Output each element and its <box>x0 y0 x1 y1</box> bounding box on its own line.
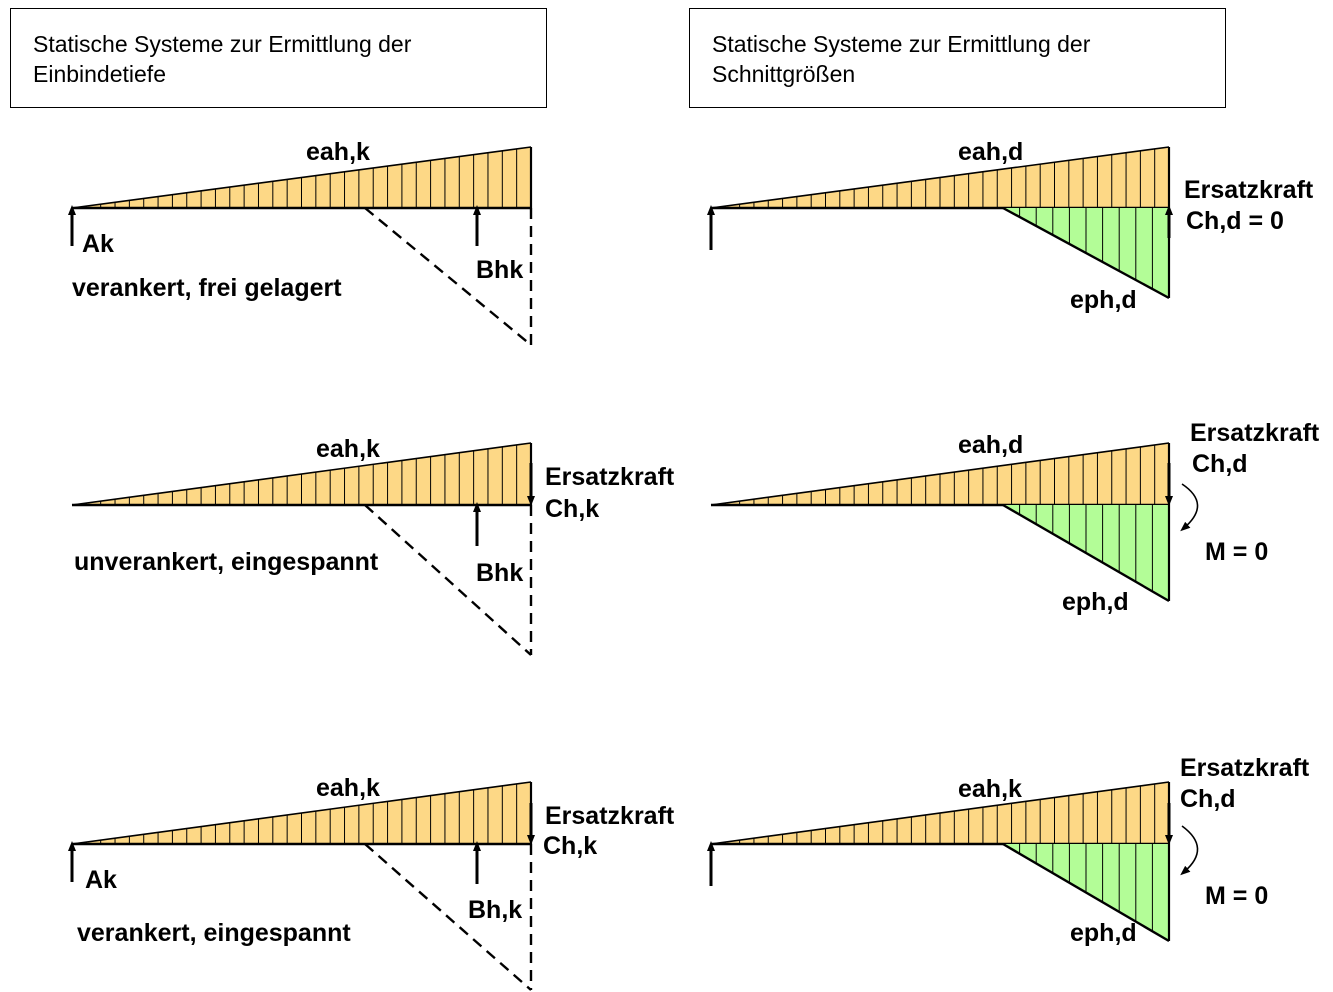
passive-pressure-slope-line <box>1002 842 1170 943</box>
system-right-3: eah,k Ersatzkraft Ch,d M = 0 eph,d <box>707 754 1310 947</box>
load-label-eah-k: eah,k <box>316 435 380 463</box>
caption-verankert-frei: verankert, frei gelagert <box>72 274 342 302</box>
support-label-bhk: Bhk <box>476 256 523 284</box>
replacement-force-symbol: Ch,d <box>1192 450 1248 478</box>
passive-pressure-slope-line <box>1002 206 1170 300</box>
passive-pressure-dashed-slope <box>364 843 532 991</box>
system-right-1: eah,d Ersatzkraft Ch,d = 0 eph,d <box>707 138 1314 314</box>
replacement-force-title: Ersatzkraft <box>1184 176 1314 204</box>
replacement-force-symbol: Ch,k <box>543 832 597 860</box>
moment-arrow <box>1180 483 1199 532</box>
header-left-line1: Statische Systeme zur Ermittlung der <box>33 31 412 57</box>
passive-label-eph-d: eph,d <box>1062 588 1129 616</box>
anchor-label-ak: Ak <box>85 866 117 894</box>
header-right-line1: Statische Systeme zur Ermittlung der <box>712 31 1091 57</box>
load-label-eah-d: eah,d <box>958 138 1023 166</box>
system-left-2: eah,k Ersatzkraft Ch,k Bhk unverankert, … <box>71 435 675 656</box>
system-right-2: eah,d Ersatzkraft Ch,d M = 0 eph,d <box>710 419 1320 616</box>
active-pressure-slope-line <box>71 146 532 209</box>
active-pressure-slope-line <box>710 781 1170 845</box>
passive-pressure-slope-line <box>1002 503 1170 603</box>
caption-unverankert: unverankert, eingespannt <box>74 548 379 576</box>
replacement-force-title: Ersatzkraft <box>1190 419 1320 447</box>
anchor-label-ak: Ak <box>82 230 114 258</box>
moment-label: M = 0 <box>1205 882 1268 910</box>
system-left-1: eah,k Ak Bhk verankert, frei gelagert <box>68 138 533 346</box>
header-box-right: Statische Systeme zur Ermittlung der Sch… <box>689 8 1226 108</box>
support-label-bh-k: Bh,k <box>468 896 522 924</box>
active-pressure-slope-line <box>710 442 1170 506</box>
replacement-force-title: Ersatzkraft <box>545 802 675 830</box>
header-box-left: Statische Systeme zur Ermittlung der Ein… <box>10 8 547 108</box>
load-label-eah-k: eah,k <box>316 774 380 802</box>
replacement-force-symbol: Ch,d = 0 <box>1186 207 1284 235</box>
header-left-line2: Einbindetiefe <box>33 61 166 87</box>
replacement-force-symbol: Ch,k <box>545 495 599 523</box>
load-label-eah-k: eah,k <box>958 775 1022 803</box>
passive-label-eph-d: eph,d <box>1070 919 1137 947</box>
load-label-eah-k: eah,k <box>306 138 370 166</box>
active-pressure-slope-line <box>71 442 532 506</box>
active-pressure-slope-line <box>71 781 532 845</box>
replacement-force-title: Ersatzkraft <box>1180 754 1310 782</box>
passive-pressure-dashed-slope <box>364 504 532 656</box>
header-right-line2: Schnittgrößen <box>712 61 856 87</box>
caption-verankert-eingespannt: verankert, eingespannt <box>77 919 351 947</box>
moment-arrow <box>1180 825 1199 876</box>
replacement-force-title: Ersatzkraft <box>545 463 675 491</box>
active-pressure-slope-line <box>710 146 1170 209</box>
system-left-3: eah,k Ak Ersatzkraft Ch,k Bh,k verankert… <box>68 774 675 991</box>
passive-label-eph-d: eph,d <box>1070 286 1137 314</box>
moment-label: M = 0 <box>1205 538 1268 566</box>
support-label-bhk: Bhk <box>476 559 523 587</box>
replacement-force-symbol: Ch,d <box>1180 785 1236 813</box>
load-label-eah-d: eah,d <box>958 431 1023 459</box>
